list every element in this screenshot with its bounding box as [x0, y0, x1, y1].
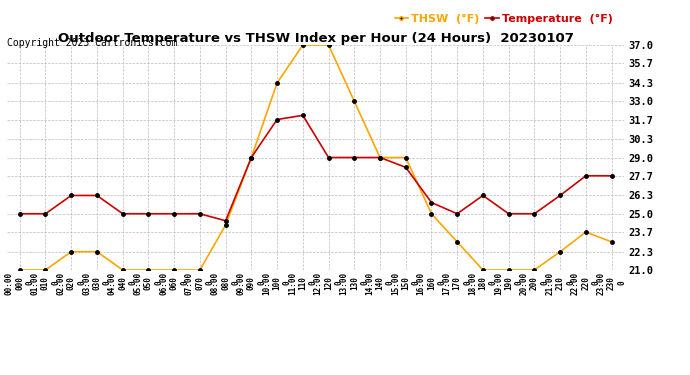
Text: Copyright 2023 Cartronics.com: Copyright 2023 Cartronics.com — [7, 38, 177, 48]
Title: Outdoor Temperature vs THSW Index per Hour (24 Hours)  20230107: Outdoor Temperature vs THSW Index per Ho… — [58, 32, 573, 45]
Legend: THSW  (°F), Temperature  (°F): THSW (°F), Temperature (°F) — [395, 13, 613, 24]
